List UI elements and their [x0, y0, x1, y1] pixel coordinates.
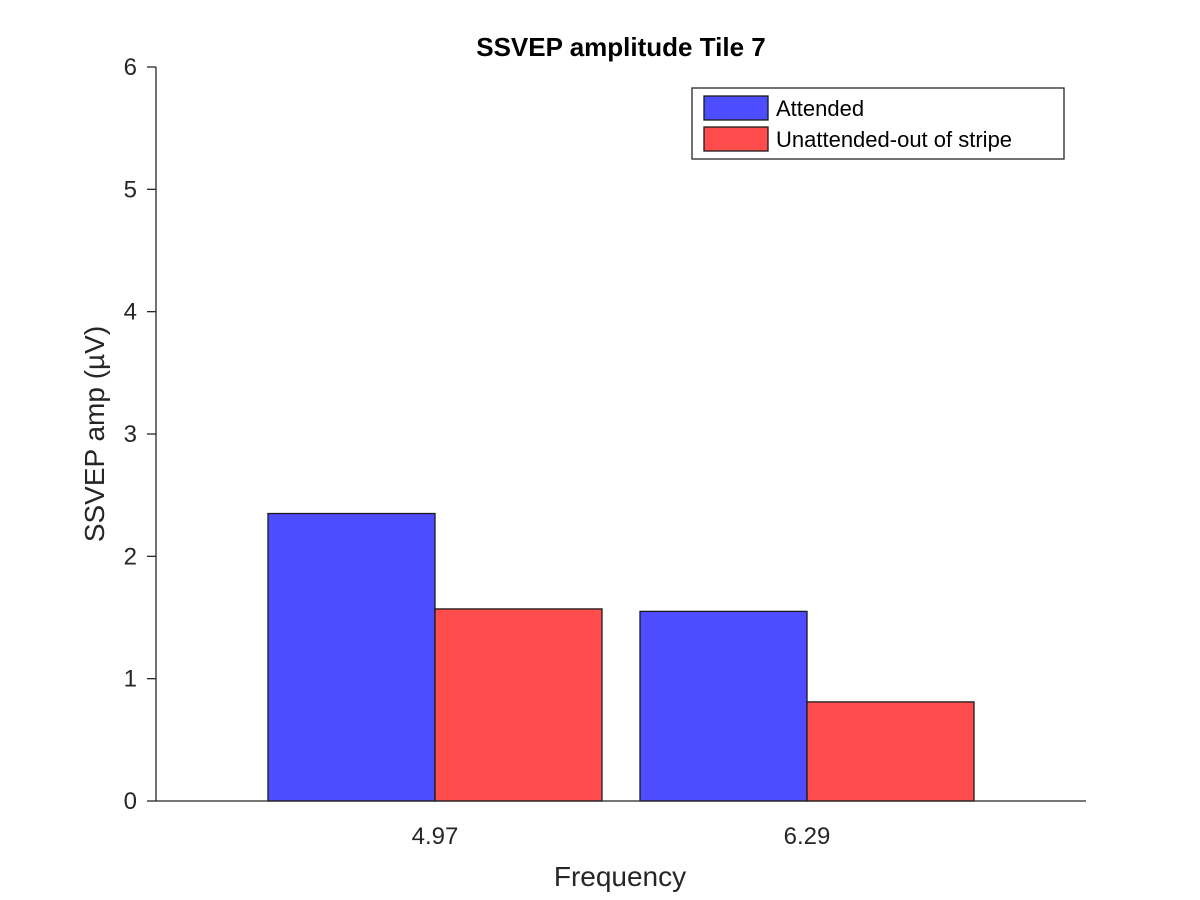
legend-items: Attended Unattended-out of stripe [703, 95, 1012, 152]
y-tick-label: 5 [124, 176, 137, 203]
chart-title: SSVEP amplitude Tile 7 [476, 32, 765, 62]
y-tick-label: 2 [124, 543, 137, 570]
bar-unattended-6.29 [806, 701, 975, 802]
legend-swatch [703, 126, 769, 152]
legend-swatch [703, 95, 769, 121]
legend: Attended Unattended-out of stripe [691, 87, 1065, 160]
bar-attended-4.97 [267, 512, 436, 802]
x-ticks: 4.97 6.29 [412, 792, 831, 850]
y-tick-label: 1 [124, 666, 137, 693]
bars-layer [267, 512, 975, 802]
bar-attended-6.29 [639, 610, 808, 802]
y-ticks: 0 1 2 3 4 5 6 [124, 54, 156, 815]
y-tick-label: 3 [124, 421, 137, 448]
x-tick-label: 6.29 [784, 823, 831, 850]
legend-label: Attended [776, 96, 864, 121]
y-tick-label: 0 [124, 788, 137, 815]
y-tick-label: 4 [124, 299, 137, 326]
y-tick-label: 6 [124, 54, 137, 81]
legend-label: Unattended-out of stripe [776, 127, 1012, 152]
x-tick-label: 4.97 [412, 823, 459, 850]
bar-unattended-4.97 [434, 608, 603, 802]
y-axis-title: SSVEP amp (µV) [79, 326, 110, 542]
x-axis-title: Frequency [554, 861, 686, 892]
